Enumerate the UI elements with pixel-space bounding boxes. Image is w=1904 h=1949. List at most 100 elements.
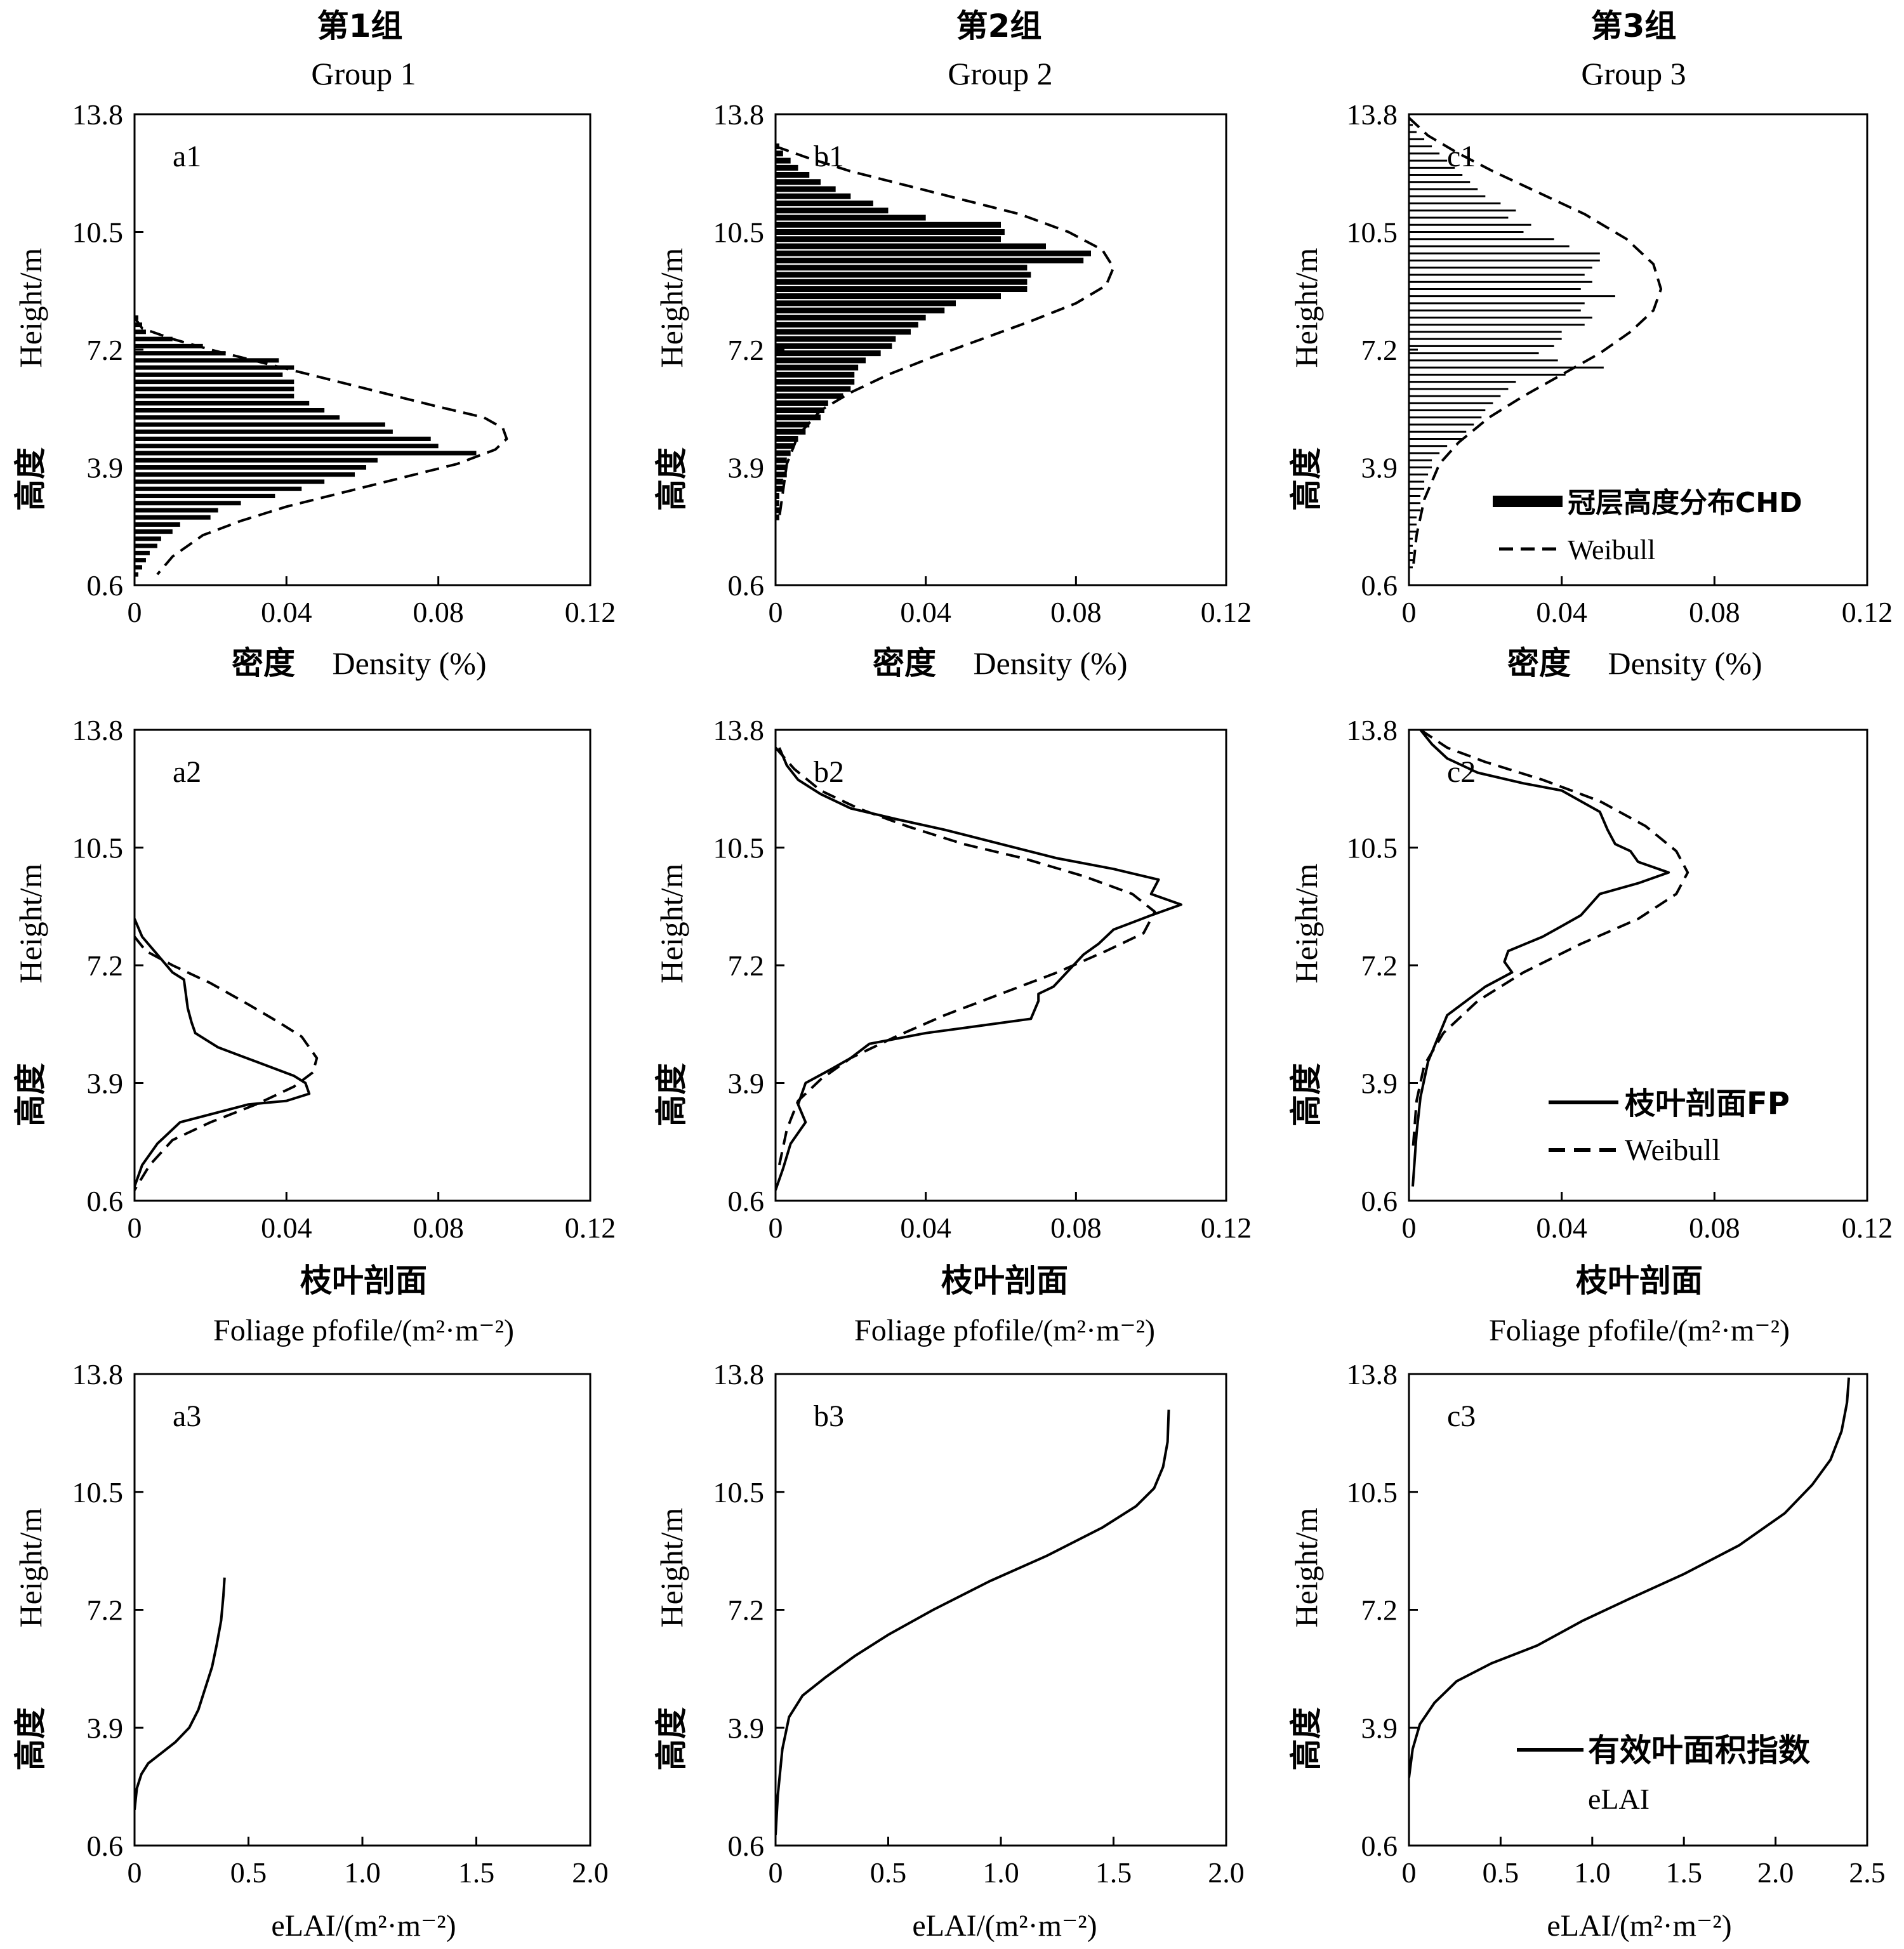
group3-en-title: Group 3 bbox=[1581, 56, 1686, 91]
a3-ytick-label: 10.5 bbox=[72, 1476, 124, 1509]
a1-xtick-label: 0 bbox=[128, 596, 142, 628]
b1-weibull-line bbox=[776, 145, 1115, 518]
a2-ytick-label: 3.9 bbox=[87, 1067, 124, 1100]
a3-xtick-label: 2.0 bbox=[572, 1856, 609, 1889]
c1-xlabel-en: Density (%) bbox=[1608, 645, 1762, 681]
a1-panel: 0 0.04 0.08 0.12 0.6 3.9 7.2 10.5 13.8 a1 bbox=[72, 98, 616, 628]
b3-xtick-label: 0.5 bbox=[870, 1856, 907, 1889]
b3-ylabel-zh: 高度 bbox=[653, 1707, 690, 1771]
a2-xlabel-en: Foliage pfofile/(m²·m⁻²) bbox=[213, 1314, 514, 1347]
b1-ytick-label: 13.8 bbox=[713, 98, 765, 131]
a2-xtick-label: 0.08 bbox=[413, 1212, 464, 1244]
c1-ytick-label: 7.2 bbox=[1361, 334, 1398, 366]
a3-xtick-label: 0 bbox=[128, 1856, 142, 1889]
a3-ylabel-en: Height/m bbox=[13, 1507, 48, 1627]
b2-ytick-label: 13.8 bbox=[713, 714, 765, 746]
c2-xtick-label: 0 bbox=[1402, 1212, 1417, 1244]
a1-ylabel-en: Height/m bbox=[13, 248, 48, 367]
b2-ytick-label: 7.2 bbox=[728, 949, 765, 982]
c1-ylabel-zh: 高度 bbox=[1288, 447, 1325, 511]
a3-xtick-label: 0.5 bbox=[230, 1856, 267, 1889]
c2-xlabel-zh: 枝叶剖面 bbox=[1576, 1262, 1703, 1299]
a1-ytick-label: 7.2 bbox=[87, 334, 124, 366]
a3-solid-line bbox=[135, 1577, 226, 1810]
c1-xtick-label: 0.12 bbox=[1842, 596, 1893, 628]
b3-xtick-label: 0 bbox=[769, 1856, 783, 1889]
a2-ylabel-zh: 高度 bbox=[12, 1063, 49, 1126]
b1-ytick-label: 3.9 bbox=[728, 452, 765, 484]
c1-ytick-label: 3.9 bbox=[1361, 452, 1398, 484]
b2-ylabel: 高度 Height/m bbox=[653, 863, 690, 1126]
b2-xlabel-zh: 枝叶剖面 bbox=[941, 1262, 1068, 1299]
group1-zh-title: 第1组 bbox=[317, 8, 403, 44]
c3-ylabel: 高度 Height/m bbox=[1288, 1507, 1325, 1771]
a3-frame bbox=[133, 1373, 592, 1847]
c1-xtick-label: 0.08 bbox=[1689, 596, 1740, 628]
a3-panel: 0 0.5 1.0 1.5 2.0 0.6 3.9 7.2 10.5 13.8 a3 bbox=[72, 1358, 609, 1889]
c2-ytick-label: 13.8 bbox=[1347, 714, 1398, 746]
c1-plot-area bbox=[1409, 117, 1663, 571]
panels-layer: 0 0.04 0.08 0.12 0.6 3.9 7.2 10.5 13.8 a1 0 0.04 0.0… bbox=[72, 98, 1893, 1889]
a1-ytick-label: 3.9 bbox=[87, 452, 124, 484]
a1-xlabel-en: Density (%) bbox=[333, 645, 487, 681]
c3-ylabel-en: Height/m bbox=[1288, 1507, 1324, 1627]
b2-plot-area bbox=[776, 746, 1182, 1191]
c3-ytick-label: 7.2 bbox=[1361, 1594, 1398, 1627]
c1-xtick-label: 0.04 bbox=[1536, 596, 1587, 628]
a1-xtick-label: 0.04 bbox=[261, 596, 312, 628]
a1-ytick-label: 13.8 bbox=[72, 98, 124, 131]
a3-ytick-label: 3.9 bbox=[87, 1712, 124, 1744]
c3-xtick-label: 2.5 bbox=[1849, 1856, 1886, 1889]
legend-elai-sublabel: eLAI bbox=[1588, 1783, 1649, 1815]
b2-ytick-label: 3.9 bbox=[728, 1067, 765, 1100]
b2-xlabel-en: Foliage pfofile/(m²·m⁻²) bbox=[854, 1314, 1155, 1347]
a3-xtick-label: 1.0 bbox=[344, 1856, 381, 1889]
c1-weibull-line bbox=[1409, 117, 1663, 571]
legend-chd-label: 冠层高度分布CHD bbox=[1568, 487, 1802, 519]
a1-panel-label: a1 bbox=[173, 140, 201, 173]
legend-weibull2-label: Weibull bbox=[1625, 1133, 1721, 1167]
b2-xtick-label: 0.08 bbox=[1050, 1212, 1102, 1244]
c1-xtick-label: 0 bbox=[1402, 596, 1417, 628]
group1-en-title: Group 1 bbox=[311, 56, 416, 91]
a2-ytick-label: 7.2 bbox=[87, 949, 124, 982]
b1-xlabel-zh: 密度 bbox=[873, 645, 936, 682]
a2-frame bbox=[133, 729, 592, 1202]
legend-row3: 有效叶面积指数 eLAI bbox=[1517, 1732, 1810, 1815]
b1-ytick-label: 7.2 bbox=[728, 334, 765, 366]
a3-ytick-label: 0.6 bbox=[87, 1830, 124, 1862]
a3-ytick-label: 13.8 bbox=[72, 1358, 124, 1391]
b1-ylabel: 高度 Height/m bbox=[653, 248, 690, 511]
c2-ytick-label: 7.2 bbox=[1361, 949, 1398, 982]
b3-xtick-label: 1.0 bbox=[982, 1856, 1019, 1889]
a2-plot-area bbox=[135, 918, 319, 1191]
b1-ylabel-en: Height/m bbox=[654, 248, 689, 367]
a3-ytick-label: 7.2 bbox=[87, 1594, 124, 1627]
c1-xlabel-zh: 密度 bbox=[1507, 645, 1571, 682]
group2-zh-title: 第2组 bbox=[956, 8, 1042, 44]
b1-ytick-label: 10.5 bbox=[713, 216, 765, 249]
b3-ylabel: 高度 Height/m bbox=[653, 1507, 690, 1771]
c2-xtick-label: 0.12 bbox=[1842, 1212, 1893, 1244]
c1-ytick-label: 13.8 bbox=[1347, 98, 1398, 131]
a1-ylabel: 高度 Height/m bbox=[12, 248, 49, 511]
b1-plot-area bbox=[776, 143, 1115, 520]
b2-dashed-line bbox=[776, 746, 1156, 1166]
a2-solid-line bbox=[135, 918, 311, 1187]
legend-weibull1-label: Weibull bbox=[1568, 534, 1655, 565]
c2-ytick-label: 0.6 bbox=[1361, 1185, 1398, 1217]
c3-panel: 0 0.5 1.0 1.5 2.0 2.5 0.6 3.9 7.2 10.5 13.8 c3 bbox=[1347, 1358, 1886, 1889]
c2-ytick-label: 3.9 bbox=[1361, 1067, 1398, 1100]
b2-xtick-label: 0.12 bbox=[1201, 1212, 1252, 1244]
c3-ylabel-zh: 高度 bbox=[1288, 1707, 1325, 1771]
c2-ylabel: 高度 Height/m bbox=[1288, 863, 1325, 1126]
b2-xtick-label: 0.04 bbox=[900, 1212, 951, 1244]
c2-xtick-label: 0.04 bbox=[1536, 1212, 1587, 1244]
a1-xlabel-zh: 密度 bbox=[232, 645, 295, 682]
b3-xtick-label: 1.5 bbox=[1095, 1856, 1132, 1889]
b2-ylabel-zh: 高度 bbox=[653, 1063, 690, 1126]
c3-xtick-label: 1.5 bbox=[1665, 1856, 1702, 1889]
b1-xtick-label: 0 bbox=[769, 596, 783, 628]
b1-xlabel-en: Density (%) bbox=[974, 645, 1128, 681]
